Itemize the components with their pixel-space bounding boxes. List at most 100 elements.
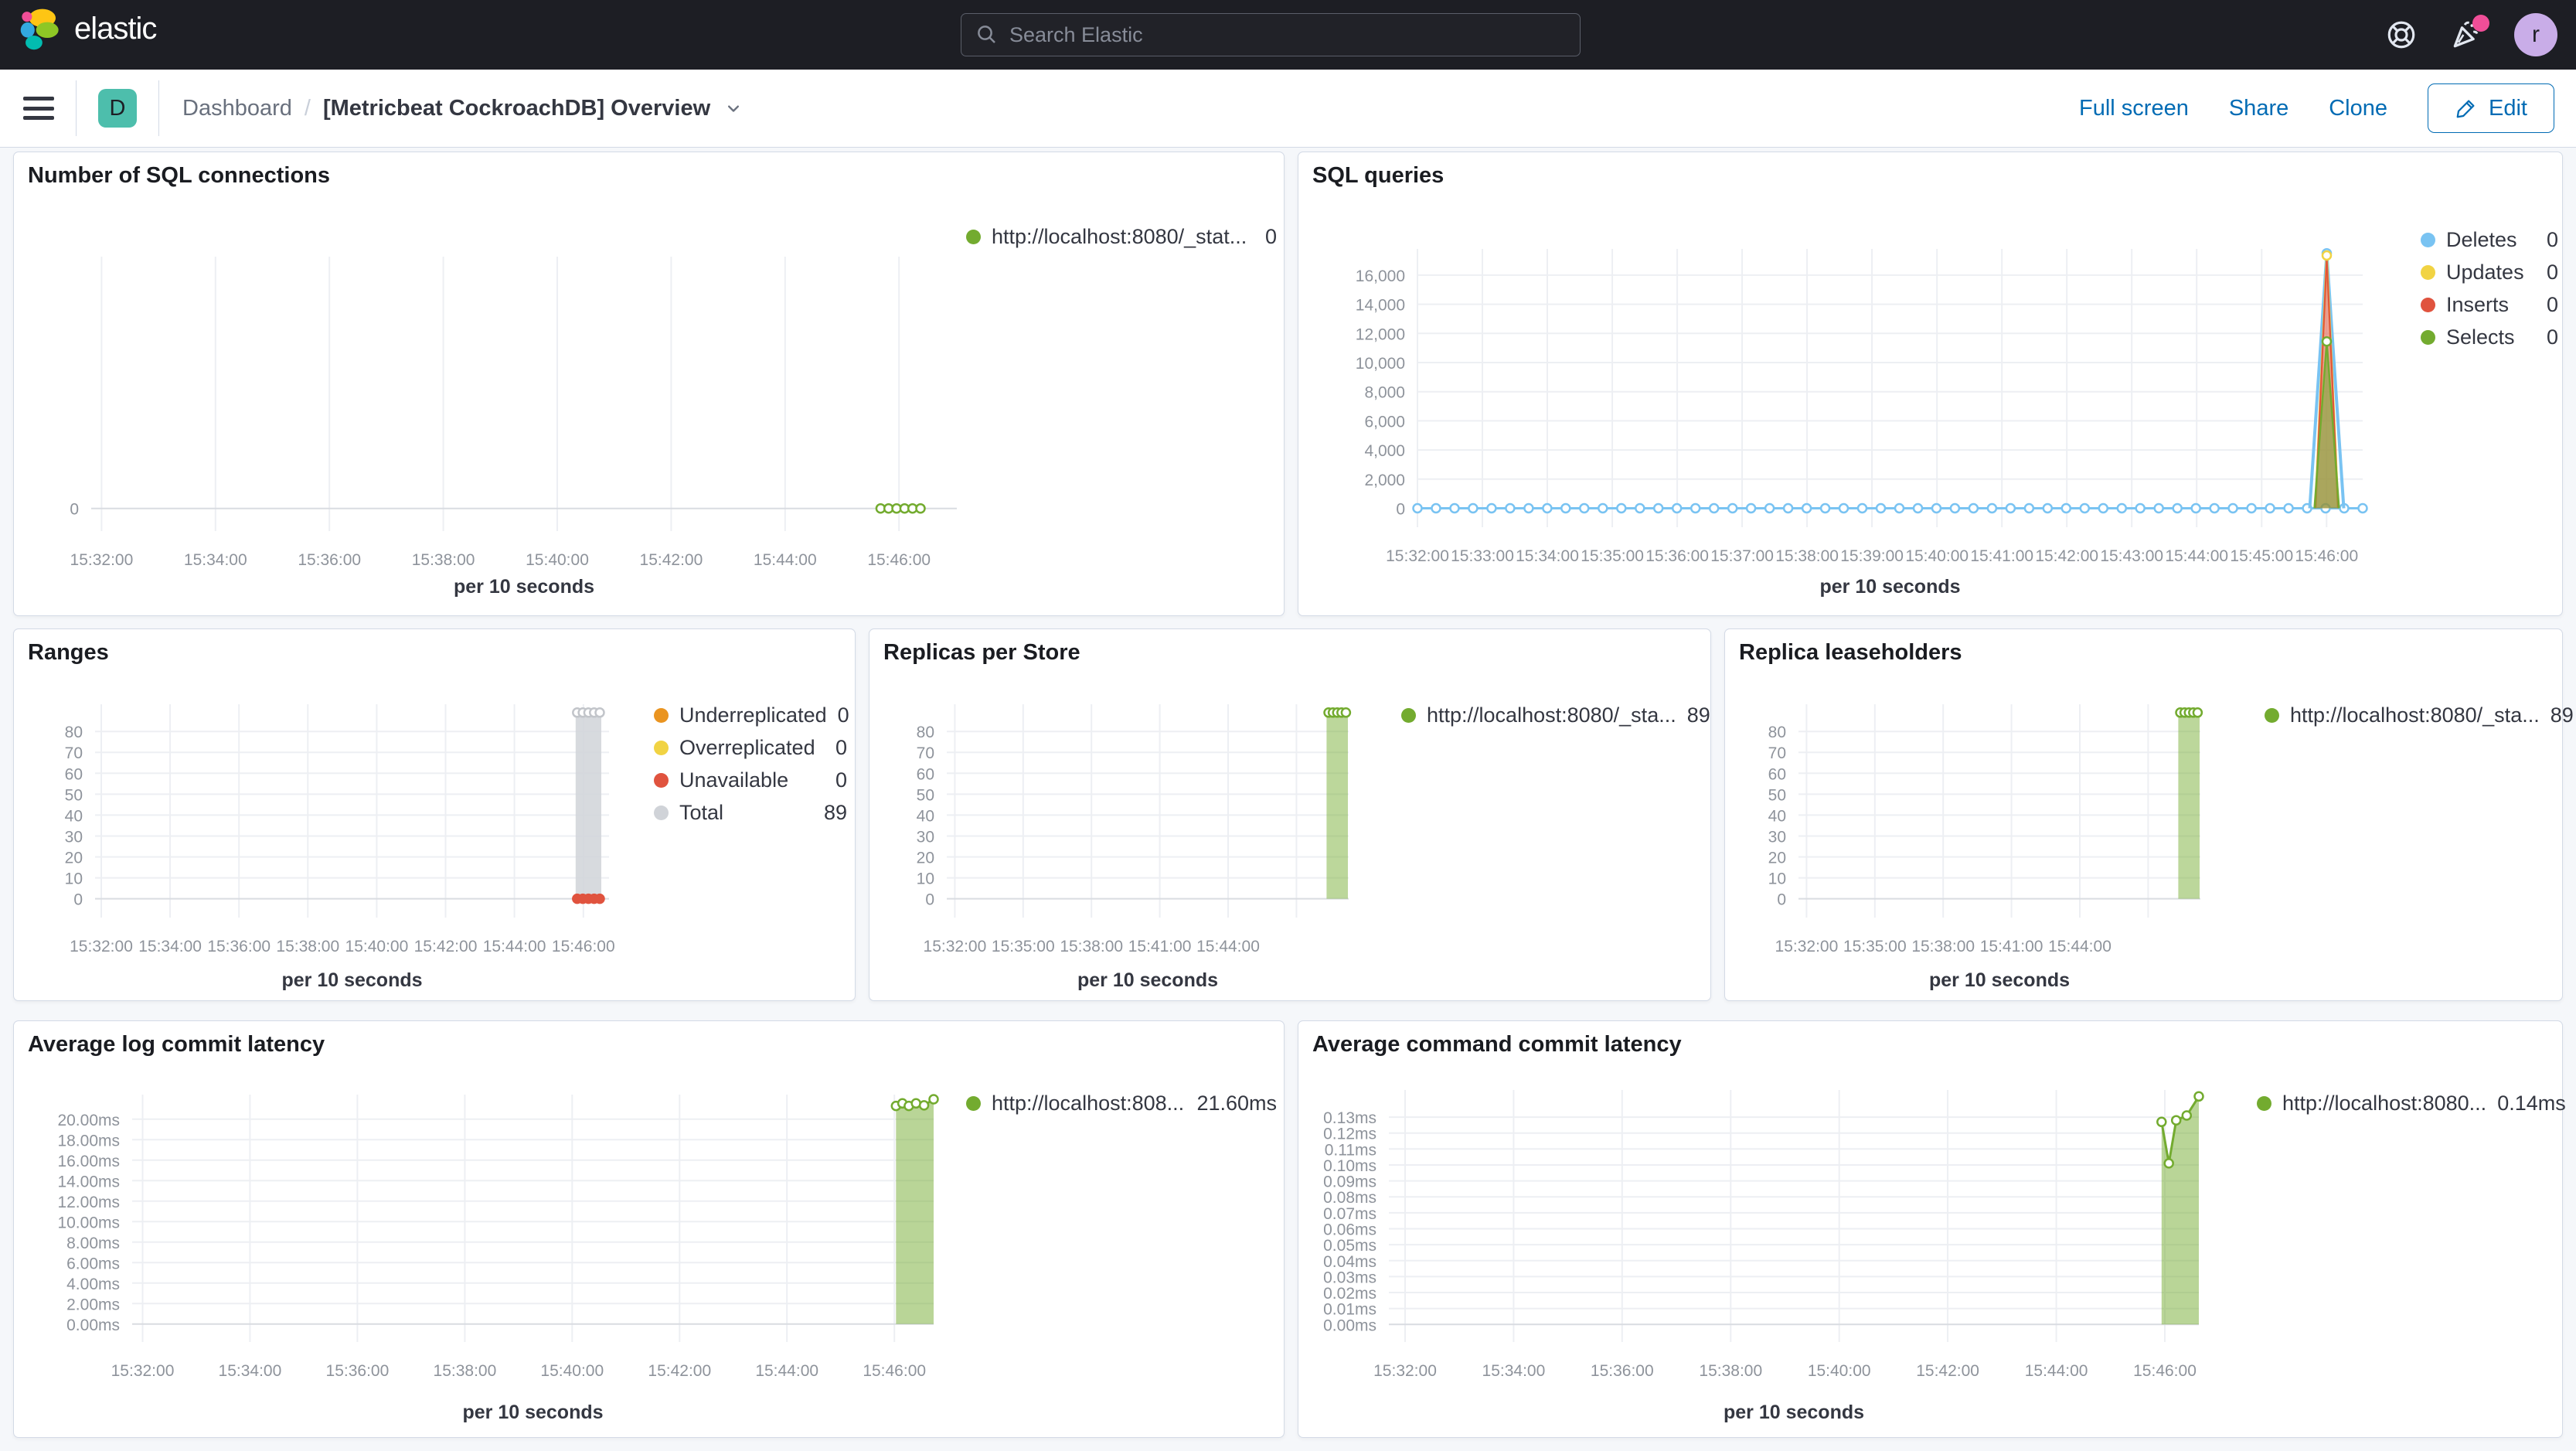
svg-text:20: 20	[917, 850, 934, 867]
elastic-logo[interactable]: elastic	[19, 6, 157, 51]
panel-title: Replica leaseholders	[1739, 640, 1962, 665]
svg-text:15:38:00: 15:38:00	[1699, 1362, 1762, 1380]
legend-item[interactable]: Updates 0	[2421, 256, 2558, 288]
panel-average-command-commit-latency: Average command commit latency 0.00ms 0.0…	[1298, 1020, 2566, 1438]
full-screen-button[interactable]: Full screen	[2079, 95, 2189, 121]
replicas-per-store-chart: 0 10 20 30 40 50 60 70 80 15:32:00 15:35:00 15:38:0…	[917, 704, 1352, 955]
svg-text:15:46:00: 15:46:00	[867, 551, 931, 569]
svg-text:15:42:00: 15:42:00	[414, 938, 478, 955]
svg-text:0: 0	[73, 891, 83, 909]
svg-text:0: 0	[70, 501, 79, 519]
svg-text:8.00ms: 8.00ms	[66, 1235, 120, 1252]
chart-legend: Underreplicated 0 Overreplicated 0 Unavailab…	[654, 699, 849, 829]
legend-series-dot	[654, 740, 669, 755]
svg-text:15:44:00: 15:44:00	[1196, 938, 1260, 955]
svg-text:20: 20	[65, 850, 83, 867]
x-axis-label: per 10 seconds	[1723, 1402, 1865, 1423]
svg-text:15:32:00: 15:32:00	[1373, 1362, 1437, 1380]
svg-text:6,000: 6,000	[1364, 413, 1405, 431]
svg-text:15:36:00: 15:36:00	[1591, 1362, 1654, 1380]
legend-series-value: 0	[835, 768, 847, 792]
svg-text:15:44:00: 15:44:00	[755, 1362, 818, 1380]
svg-text:0: 0	[925, 891, 934, 909]
x-axis-label: per 10 seconds	[453, 576, 595, 598]
svg-text:15:32:00: 15:32:00	[70, 938, 133, 955]
svg-text:20.00ms: 20.00ms	[57, 1112, 120, 1129]
legend-item[interactable]: Unavailable 0	[654, 764, 847, 796]
svg-text:16.00ms: 16.00ms	[57, 1153, 120, 1170]
legend-item[interactable]: Deletes 0	[2421, 223, 2558, 256]
share-button[interactable]: Share	[2228, 95, 2289, 121]
panel-average-log-commit-latency: Average log commit latency 0.00ms 2.00ms 4…	[13, 1020, 1285, 1438]
clone-button[interactable]: Clone	[2329, 95, 2388, 121]
svg-text:15:32:00: 15:32:00	[70, 551, 134, 569]
svg-text:80: 80	[65, 724, 83, 741]
svg-text:0.05ms: 0.05ms	[1323, 1237, 1376, 1255]
legend-item[interactable]: http://localhost:8080/_sta... 89	[2265, 699, 2574, 731]
legend-series-label: Inserts	[2446, 292, 2510, 316]
legend-item[interactable]: Overreplicated 0	[654, 731, 847, 764]
svg-text:15:46:00: 15:46:00	[552, 938, 615, 955]
x-axis-label: per 10 seconds	[462, 1402, 604, 1423]
svg-text:20: 20	[1768, 850, 1786, 867]
svg-text:18.00ms: 18.00ms	[57, 1132, 120, 1150]
space-badge[interactable]: D	[98, 89, 137, 128]
search-input[interactable]: Search Elastic	[961, 13, 1581, 56]
notification-badge	[2472, 15, 2489, 32]
legend-series-value: 0	[837, 703, 849, 727]
legend-series-label: http://localhost:808...	[992, 1091, 1185, 1115]
svg-text:40: 40	[65, 807, 83, 825]
svg-text:50: 50	[65, 786, 83, 804]
svg-text:15:38:00: 15:38:00	[1775, 547, 1839, 565]
svg-text:4,000: 4,000	[1364, 442, 1405, 460]
legend-item[interactable]: http://localhost:8080/_stat... 0	[966, 220, 1277, 253]
svg-text:15:41:00: 15:41:00	[1980, 938, 2043, 955]
legend-item[interactable]: Inserts 0	[2421, 288, 2558, 321]
svg-text:0.02ms: 0.02ms	[1323, 1285, 1376, 1303]
svg-text:15:40:00: 15:40:00	[540, 1362, 604, 1380]
legend-series-label: Updates	[2446, 260, 2524, 284]
sql-queries-chart: 0 2,000 4,000 6,000 8,000 10,000 12,000 14,000 1…	[1356, 247, 2368, 565]
breadcrumb-dashboard-link[interactable]: Dashboard	[182, 95, 292, 121]
menu-button[interactable]	[23, 97, 54, 120]
svg-text:15:32:00: 15:32:00	[1775, 938, 1839, 955]
legend-item[interactable]: Selects 0	[2421, 321, 2558, 353]
legend-series-dot	[654, 772, 669, 788]
legend-item[interactable]: Total 89	[654, 796, 847, 829]
legend-series-dot	[2265, 707, 2279, 723]
svg-text:15:43:00: 15:43:00	[2100, 547, 2163, 565]
svg-text:10,000: 10,000	[1356, 355, 1405, 373]
legend-item[interactable]: http://localhost:808... 21.60ms	[966, 1087, 1277, 1119]
legend-series-value: 0	[2546, 260, 2558, 284]
edit-button[interactable]: Edit	[2428, 83, 2554, 133]
chart-legend: http://localhost:8080/_sta... 89	[2265, 699, 2574, 731]
breadcrumb-separator: /	[304, 95, 311, 121]
svg-text:15:42:00: 15:42:00	[1916, 1362, 1979, 1380]
panel-title: Ranges	[28, 640, 109, 665]
svg-text:30: 30	[917, 829, 934, 846]
legend-item[interactable]: http://localhost:8080... 0.14ms	[2257, 1087, 2566, 1119]
legend-series-label: http://localhost:8080/_sta...	[1427, 703, 1676, 727]
chart-legend: http://localhost:8080/_sta... 89	[1401, 699, 1710, 731]
news-button[interactable]	[2449, 15, 2489, 52]
user-avatar[interactable]: r	[2514, 13, 2557, 56]
sql-connections-chart: 0 15:32:00 15:34:00 15:36:00 15:38:00 15:40:0…	[70, 257, 957, 569]
legend-series-label: Total	[679, 800, 724, 824]
legend-item[interactable]: Underreplicated 0	[654, 699, 849, 731]
svg-text:15:32:00: 15:32:00	[924, 938, 987, 955]
svg-text:15:42:00: 15:42:00	[2035, 547, 2098, 565]
help-button[interactable]	[2384, 18, 2418, 52]
legend-item[interactable]: http://localhost:8080/_sta... 89	[1401, 699, 1710, 731]
panel-title: Number of SQL connections	[28, 163, 331, 188]
legend-series-dot	[966, 1095, 981, 1111]
chart-legend: http://localhost:8080... 0.14ms	[2257, 1087, 2566, 1119]
svg-text:15:40:00: 15:40:00	[526, 551, 589, 569]
panel-title: SQL queries	[1312, 163, 1445, 188]
svg-text:15:42:00: 15:42:00	[648, 1362, 711, 1380]
svg-text:80: 80	[1768, 724, 1786, 741]
svg-text:2.00ms: 2.00ms	[66, 1296, 120, 1313]
legend-series-value: 0.14ms	[2497, 1091, 2566, 1115]
svg-text:14.00ms: 14.00ms	[57, 1173, 120, 1190]
legend-series-label: Underreplicated	[679, 703, 827, 727]
chevron-down-icon[interactable]	[723, 97, 744, 119]
